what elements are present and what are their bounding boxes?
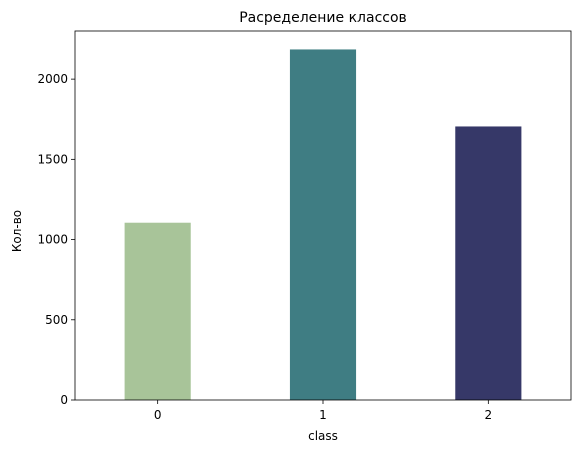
y-tick-label-1000: 1000	[37, 233, 68, 247]
x-axis-label: class	[308, 429, 338, 443]
x-tick-label-0: 0	[154, 408, 162, 422]
axes-layer: 0 1 2 0 500 1000 1500 2000	[37, 30, 572, 422]
bars-layer	[124, 49, 522, 401]
bar-1	[289, 49, 357, 400]
y-tick-label-1500: 1500	[37, 152, 68, 166]
x-tick-label-2: 2	[485, 408, 493, 422]
bar-2	[455, 126, 522, 401]
y-tick-label-2000: 2000	[37, 72, 68, 86]
x-tick-label-1: 1	[319, 408, 327, 422]
y-tick-label-0: 0	[60, 393, 68, 407]
bar-0	[124, 222, 191, 400]
y-tick-label-500: 500	[45, 313, 68, 327]
y-axis-label: Кол-во	[10, 210, 24, 252]
chart-title: Расределение классов	[239, 10, 407, 26]
